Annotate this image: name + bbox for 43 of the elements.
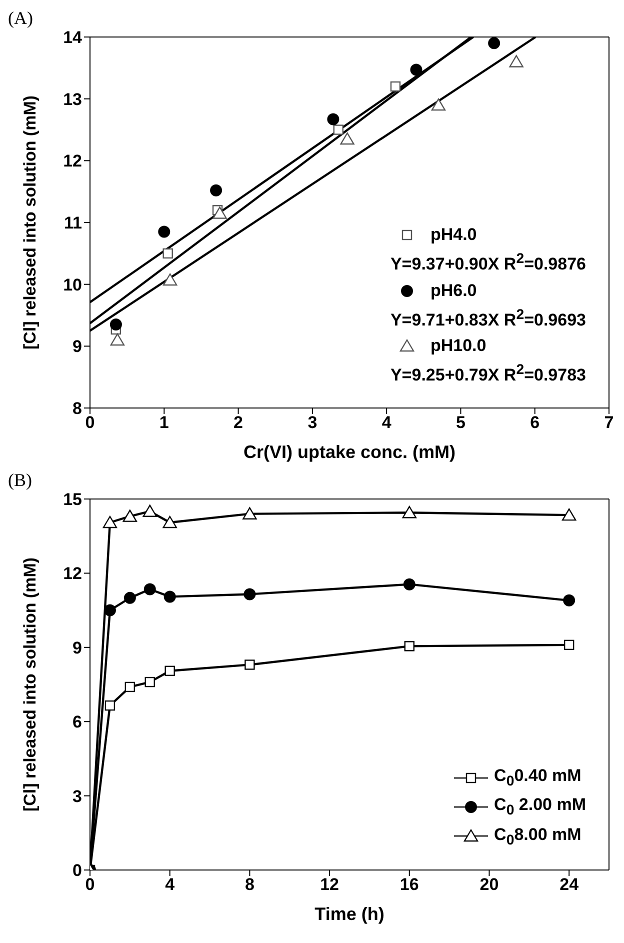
- chart-title: (A): [8, 8, 33, 29]
- x-tick-label: 8: [244, 875, 254, 894]
- annotation: Y=9.25+0.79X R$^{2}$=0.9783: [390, 362, 586, 386]
- y-tick-label: 15: [63, 490, 82, 510]
- y-tick-label: 10: [63, 275, 82, 294]
- x-tick-label: 20: [480, 875, 499, 894]
- legend-label: pH6.0: [430, 280, 477, 301]
- annotation: Y=9.37+0.90X R$^{2}$=0.9876: [390, 251, 586, 275]
- y-tick-label: 9: [72, 638, 82, 658]
- x-tick-label: 0: [85, 413, 95, 432]
- x-tick-label: 6: [530, 413, 540, 432]
- legend-label: C$_{0}$8.00 mM: [494, 824, 582, 848]
- y-tick-label: 12: [63, 564, 82, 584]
- annotation: Y=9.71+0.83X R$^{2}$=0.9693: [390, 306, 586, 330]
- y-axis-title: [Cl] released into solution (mM): [20, 557, 40, 812]
- x-tick-label: 4: [382, 413, 392, 432]
- x-tick-label: 4: [165, 875, 176, 894]
- y-tick-label: 0: [72, 861, 82, 880]
- x-axis-title: Time (h): [314, 904, 384, 924]
- y-tick-label: 8: [72, 399, 82, 418]
- y-tick-label: 3: [72, 786, 82, 806]
- x-tick-label: 5: [456, 413, 466, 432]
- x-tick-label: 0: [85, 875, 95, 894]
- y-tick-label: 12: [63, 152, 82, 171]
- x-tick-label: 1: [159, 413, 169, 432]
- x-tick-label: 24: [560, 875, 580, 894]
- legend-label: pH10.0: [430, 336, 486, 356]
- chart-title: (B): [8, 470, 32, 491]
- x-tick-label: 16: [400, 875, 419, 894]
- y-tick-label: 13: [63, 90, 82, 109]
- x-tick-label: 12: [320, 875, 339, 894]
- y-tick-label: 11: [64, 214, 82, 233]
- y-tick-label: 14: [63, 28, 83, 48]
- legend-label: C$_{0}$ 2.00 mM: [494, 795, 586, 819]
- x-axis-title: Cr(VI) uptake conc. (mM): [243, 442, 456, 462]
- y-tick-label: 6: [72, 712, 82, 732]
- legend-label: C$_{0}$0.40 mM: [494, 766, 582, 790]
- y-tick-label: 9: [72, 337, 82, 356]
- legend-label: pH4.0: [430, 225, 477, 246]
- x-tick-label: 7: [604, 413, 614, 432]
- y-axis-title: [Cl] released into solution (mM): [20, 95, 40, 350]
- x-tick-label: 2: [234, 413, 244, 432]
- x-tick-label: 3: [308, 413, 318, 432]
